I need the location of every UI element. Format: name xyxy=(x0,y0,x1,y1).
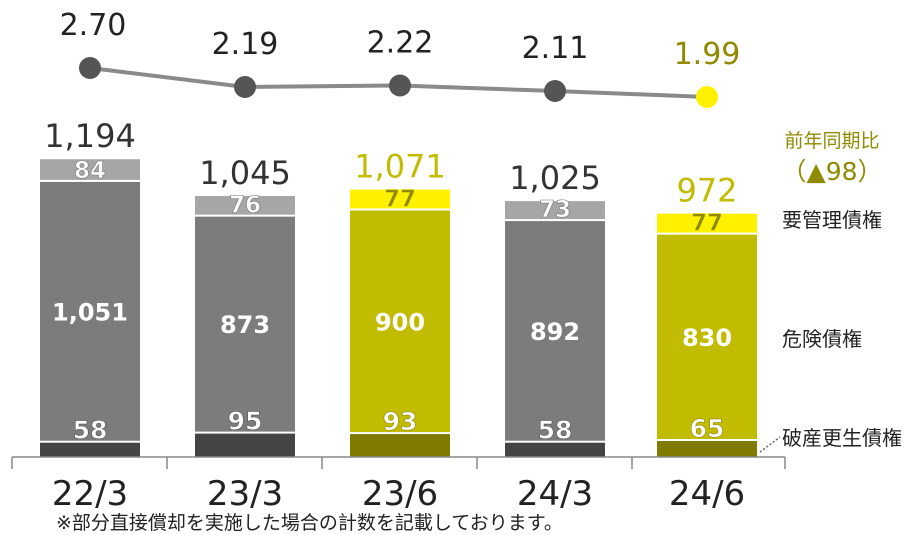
bar-label-special: 84 xyxy=(74,158,106,184)
x-axis: 22/3 23/3 23/6 24/3 24/6 xyxy=(12,457,785,514)
bar-label-special: 77 xyxy=(691,211,723,237)
bar-total-label: 1,025 xyxy=(509,159,601,197)
legend-special: 要管理債権 xyxy=(782,208,882,232)
legend-doubtful: 危険債権 xyxy=(782,327,862,351)
bar-segment-bankrupt xyxy=(505,443,605,457)
bar-label-bankrupt: 58 xyxy=(73,416,108,445)
bar-label-special: 73 xyxy=(539,197,571,223)
yoy-value: （▲98） xyxy=(781,157,882,186)
bar-label-bankrupt: 58 xyxy=(538,416,573,445)
bar-label-doubtful: 1,051 xyxy=(52,298,128,326)
ratio-point xyxy=(389,75,411,97)
bar-label-bankrupt: 95 xyxy=(228,407,263,436)
ratio-label: 2.70 xyxy=(60,8,127,43)
bar-segment-bankrupt xyxy=(195,434,295,457)
bar-total-label: 1,071 xyxy=(354,148,446,186)
ratio-label: 1.99 xyxy=(674,37,741,72)
ratio-point xyxy=(696,86,718,108)
ratio-point xyxy=(544,80,566,102)
ratio-label: 2.22 xyxy=(367,26,434,61)
ratio-line-group: 2.70 2.19 2.22 2.11 1.99 xyxy=(60,8,741,108)
legend-leader-line xyxy=(760,437,780,452)
bar-label-special: 77 xyxy=(384,186,416,212)
ratio-point xyxy=(234,76,256,98)
ratio-point xyxy=(79,57,101,79)
legend-bankrupt: 破産更生債権 xyxy=(782,426,902,450)
bar-segment-bankrupt xyxy=(40,443,140,457)
ratio-label: 2.19 xyxy=(212,27,279,62)
bar-label-doubtful: 892 xyxy=(530,318,580,346)
footnote: ※部分直接償却を実施した場合の計数を記載しております。 xyxy=(56,508,563,535)
bars-group: 581,051841,19495873761,04593900771,07158… xyxy=(40,117,757,457)
ratio-label: 2.11 xyxy=(522,31,589,66)
bar-segment-bankrupt xyxy=(350,434,450,457)
bar-total-label: 1,194 xyxy=(44,117,136,155)
bar-total-label: 972 xyxy=(676,172,737,210)
yoy-label: 前年同期比 xyxy=(784,130,879,152)
bar-label-doubtful: 900 xyxy=(375,308,425,336)
bar-label-bankrupt: 65 xyxy=(690,414,725,443)
x-tick-label: 24/6 xyxy=(669,474,745,514)
bar-label-bankrupt: 93 xyxy=(383,407,418,436)
bar-label-doubtful: 873 xyxy=(220,311,270,339)
bar-total-label: 1,045 xyxy=(199,154,291,192)
bar-segment-bankrupt xyxy=(657,441,757,457)
bar-label-special: 76 xyxy=(229,193,261,219)
bar-label-doubtful: 830 xyxy=(682,324,732,352)
